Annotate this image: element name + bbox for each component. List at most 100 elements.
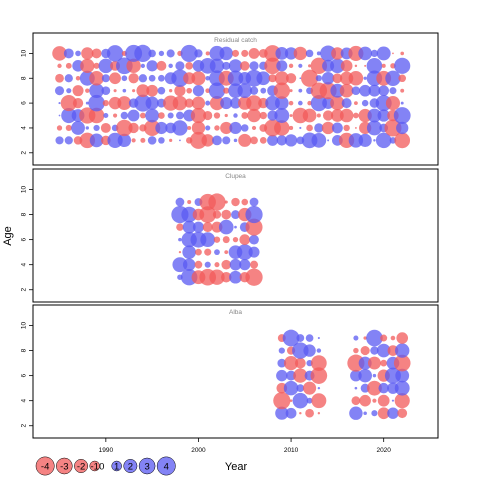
bubble xyxy=(239,259,251,271)
bubble xyxy=(120,111,129,120)
bubble xyxy=(222,136,231,145)
bubble xyxy=(394,57,411,74)
bubble xyxy=(144,119,161,137)
bubble xyxy=(376,343,391,358)
bubble xyxy=(231,49,240,57)
bubble xyxy=(301,69,319,87)
y-tick-label: 10 xyxy=(21,322,28,330)
bubble xyxy=(359,84,372,97)
bubble xyxy=(294,357,306,369)
bubble xyxy=(397,408,408,419)
bubble xyxy=(158,74,165,82)
bubble xyxy=(371,410,378,417)
bubble xyxy=(278,347,285,354)
bubble xyxy=(308,64,312,68)
legend-label: 0 xyxy=(99,462,104,473)
y-tick-label: 8 xyxy=(21,348,28,352)
bubble xyxy=(145,96,159,110)
bubble xyxy=(358,368,372,383)
bubble xyxy=(233,113,238,118)
legend-label: -3 xyxy=(60,462,68,473)
y-tick-label: 10 xyxy=(21,49,28,57)
bubble xyxy=(214,125,220,131)
bubble xyxy=(66,88,72,94)
bubble xyxy=(192,85,205,97)
bubble xyxy=(398,74,407,83)
bubble xyxy=(230,97,241,109)
bubble xyxy=(126,58,141,74)
bubble xyxy=(204,261,211,268)
bubble xyxy=(178,237,182,242)
bubble xyxy=(234,225,237,229)
bubble xyxy=(168,63,173,69)
bubble xyxy=(103,113,109,119)
bubble xyxy=(259,136,267,144)
y-axis: 2 4 6 8 10 xyxy=(21,322,33,428)
bubble xyxy=(377,394,390,407)
bubble xyxy=(205,88,211,94)
bubble xyxy=(176,111,184,120)
bubble xyxy=(276,60,288,72)
bubble xyxy=(89,71,104,86)
bubble xyxy=(186,87,193,94)
bubble xyxy=(348,133,364,148)
bubble xyxy=(284,47,298,60)
bubble xyxy=(293,46,308,61)
bubble xyxy=(288,100,294,106)
bubble xyxy=(185,62,194,70)
bubble xyxy=(276,369,288,382)
bubble xyxy=(229,258,242,271)
bubble xyxy=(214,249,220,256)
bubble xyxy=(136,84,150,98)
bubble xyxy=(71,121,85,135)
bubble xyxy=(158,112,165,119)
bubble xyxy=(289,125,294,131)
y-axis-label: Age xyxy=(2,226,14,246)
y-tick-label: 6 xyxy=(21,237,28,241)
bubble xyxy=(219,46,233,61)
bubble xyxy=(205,76,210,81)
bubble xyxy=(305,49,314,58)
bubble xyxy=(330,95,345,111)
bubble xyxy=(121,75,128,82)
bubble xyxy=(248,47,260,59)
bubble xyxy=(339,83,354,98)
bubble xyxy=(239,234,251,246)
bubble xyxy=(239,61,250,71)
bubble xyxy=(113,89,117,93)
bubble xyxy=(316,113,321,118)
bubble xyxy=(233,138,238,143)
y-tick-label: 8 xyxy=(21,76,28,80)
bubble xyxy=(354,101,358,105)
bubble xyxy=(339,108,354,123)
bubble xyxy=(58,114,61,117)
bubble xyxy=(366,120,382,136)
bubble xyxy=(146,84,158,97)
bubble xyxy=(354,127,357,129)
bubble xyxy=(395,368,410,383)
bubble xyxy=(366,329,383,347)
bubble xyxy=(145,108,160,123)
bubble xyxy=(400,101,404,105)
bubble xyxy=(259,111,267,120)
bubble xyxy=(214,262,220,268)
bubble xyxy=(375,132,392,149)
bubble xyxy=(55,136,64,145)
bubble xyxy=(392,52,394,55)
bubble xyxy=(298,100,303,106)
bubble xyxy=(310,57,328,75)
bubble xyxy=(202,222,213,233)
bubble xyxy=(251,125,257,131)
bubble xyxy=(292,342,309,359)
bubble xyxy=(363,336,367,340)
bubble xyxy=(331,109,344,122)
bubble xyxy=(72,97,84,109)
bubble xyxy=(311,393,327,409)
bubble xyxy=(276,135,288,146)
bubble xyxy=(273,82,290,99)
bubble xyxy=(285,73,297,84)
bubble xyxy=(157,86,166,95)
bubble xyxy=(368,84,381,97)
legend-bubble xyxy=(111,460,122,472)
panel-2: Clupea 2 4 6 8 10 xyxy=(21,168,439,303)
